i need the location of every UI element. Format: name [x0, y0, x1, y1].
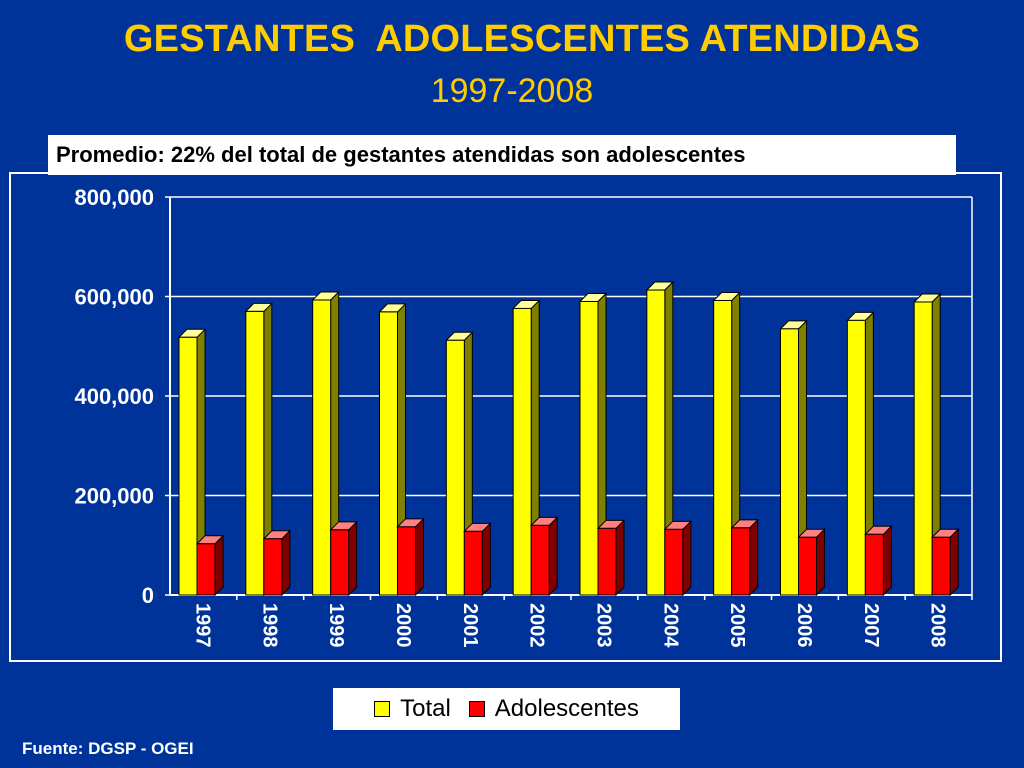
bar-adolescentes — [864, 533, 884, 596]
bar-side-adolescentes — [481, 522, 491, 597]
bar-total — [646, 289, 666, 596]
average-note: Promedio: 22% del total de gestantes ate… — [48, 135, 956, 175]
bar-adolescentes — [397, 526, 416, 596]
bar-side-adolescentes — [548, 516, 558, 597]
x-tick-label: 1999 — [325, 603, 347, 648]
x-tick-label: 2006 — [793, 603, 815, 648]
x-tick-label: 2007 — [860, 603, 882, 648]
y-tick-label: 600,000 — [74, 285, 154, 310]
bar-adolescentes — [931, 536, 951, 596]
bar-adolescentes — [463, 530, 483, 596]
x-tick-label: 2004 — [659, 603, 681, 648]
bar-total — [445, 339, 465, 596]
bar-adolescentes — [330, 529, 350, 596]
legend-swatch-total — [374, 701, 391, 717]
legend: Total Adolescentes — [333, 688, 680, 730]
bar-total — [512, 307, 532, 596]
bar-side-adolescentes — [281, 529, 291, 597]
x-tick-label: 2000 — [392, 603, 414, 648]
legend-swatch-adolescentes — [468, 701, 485, 717]
bar-side-adolescentes — [615, 519, 625, 597]
legend-item-adolescentes: Adolescentes — [468, 695, 639, 723]
bar-side-adolescentes — [882, 525, 892, 597]
bar-total — [713, 299, 733, 596]
bar-adolescentes — [530, 524, 550, 596]
bar-total — [579, 300, 599, 596]
bar-side-adolescentes — [949, 528, 959, 597]
bar-adolescentes — [597, 527, 617, 596]
bar-total — [913, 301, 933, 596]
legend-label-total: Total — [400, 695, 451, 722]
bar-total — [312, 299, 332, 596]
chart-title: GESTANTES ADOLESCENTES ATENDIDAS — [123, 18, 921, 60]
bar-adolescentes — [263, 538, 283, 596]
bar-side-adolescentes — [816, 528, 825, 597]
bar-adolescentes — [196, 543, 216, 596]
x-tick-label: 2002 — [526, 603, 548, 648]
y-tick-label: 400,000 — [74, 384, 154, 409]
x-tick-label: 2003 — [592, 603, 614, 648]
legend-item-total: Total — [374, 695, 451, 723]
bar-side-adolescentes — [415, 517, 424, 597]
x-tick-label: 2005 — [726, 603, 748, 648]
y-tick-label: 0 — [142, 583, 154, 608]
chart-frame — [9, 172, 1002, 662]
y-tick-label: 200,000 — [74, 484, 154, 509]
x-tick-label: 2001 — [459, 603, 481, 648]
y-tick-label: 800,000 — [74, 185, 154, 210]
x-tick-label: 2008 — [927, 603, 949, 648]
bar-total — [245, 310, 265, 596]
bar-adolescentes — [731, 527, 751, 596]
bar-total — [846, 319, 866, 596]
legend-label-adolescentes: Adolescentes — [494, 695, 639, 722]
bar-total — [780, 328, 799, 596]
x-tick-label: 1998 — [258, 603, 280, 648]
chart-subtitle: 1997-2008 — [430, 72, 594, 110]
bar-adolescentes — [664, 528, 684, 596]
bar-side-adolescentes — [682, 520, 692, 597]
source-note: Fuente: DGSP - OGEI — [22, 739, 194, 758]
bar-total — [178, 336, 198, 596]
bar-side-adolescentes — [214, 534, 224, 597]
bar-adolescentes — [798, 536, 817, 596]
x-tick-label: 1997 — [191, 603, 213, 648]
bar-side-adolescentes — [348, 520, 358, 597]
bar-total — [379, 311, 398, 596]
bar-side-adolescentes — [749, 518, 759, 597]
